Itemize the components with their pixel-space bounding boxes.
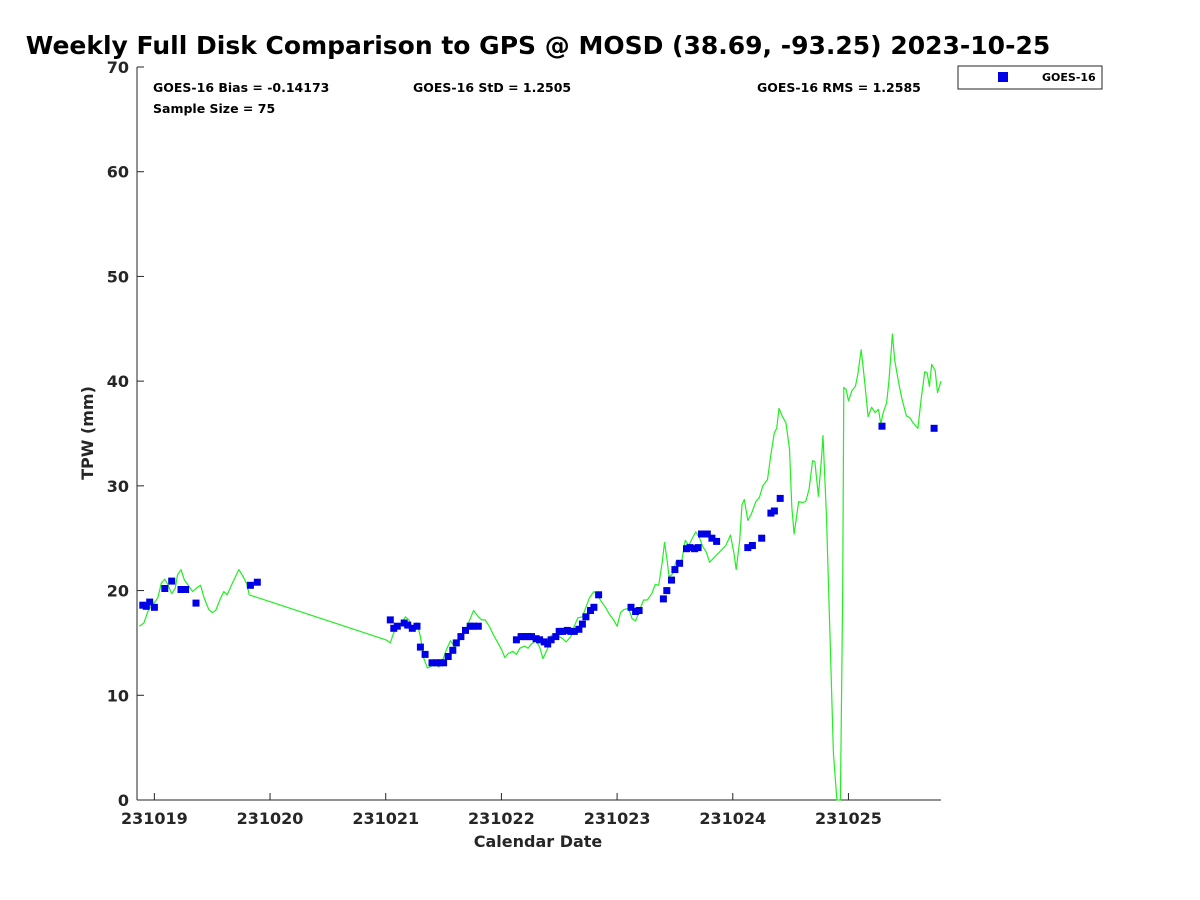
plot-area — [137, 67, 941, 800]
y-tick-label: 10 — [107, 686, 129, 705]
x-tick-label: 231020 — [237, 809, 304, 828]
x-axis-ticks: 231019 231020 231021 231022 231023 231024 2310… — [121, 793, 882, 828]
legend-marker-goes-16 — [998, 72, 1008, 82]
goes-16-point — [686, 544, 694, 552]
goes-16-point — [428, 659, 436, 667]
stat-std: GOES-16 StD = 1.2505 — [413, 80, 571, 95]
y-tick-label: 30 — [107, 477, 129, 496]
y-tick-label: 40 — [107, 372, 129, 391]
stat-bias: GOES-16 Bias = -0.14173 — [153, 80, 329, 95]
goes-16-point — [547, 636, 555, 644]
goes-16-point — [663, 587, 671, 595]
goes-16-point — [444, 653, 452, 660]
goes-16-point — [393, 622, 401, 630]
goes-16-point — [182, 586, 190, 593]
goes-16-point — [386, 616, 394, 624]
x-axis-label: Calendar Date — [474, 832, 603, 851]
goes-16-point — [474, 622, 482, 630]
goes-16-point — [421, 650, 429, 658]
legend-box — [957, 65, 1103, 90]
goes-16-point — [142, 602, 150, 610]
goes-16-point — [452, 639, 460, 647]
goes-16-point — [544, 640, 552, 648]
goes-16-point — [552, 633, 560, 641]
y-axis-ticks: 0 10 20 30 40 50 60 70 — [107, 58, 144, 810]
goes-16-point — [776, 494, 784, 502]
goes-16-point — [161, 585, 169, 592]
goes-16-point — [536, 636, 544, 644]
goes-16-point — [582, 613, 590, 621]
goes-16-point — [635, 607, 643, 614]
x-tick-label: 231021 — [352, 809, 419, 828]
goes-16-point — [246, 581, 254, 589]
goes-16-point — [659, 595, 667, 603]
goes-16-point — [512, 636, 520, 644]
goes-16-point — [744, 544, 752, 552]
goes-16-point — [528, 633, 535, 641]
goes-16-point — [192, 599, 200, 607]
goes-16-point — [878, 422, 886, 430]
stat-rms: GOES-16 RMS = 1.2585 — [757, 80, 921, 95]
goes-16-point — [570, 627, 578, 635]
goes-16-point — [404, 621, 412, 629]
goes-16-point — [575, 625, 583, 633]
goes-16-point — [770, 507, 778, 515]
goes-16-point — [150, 603, 158, 611]
y-tick-label: 20 — [107, 582, 129, 601]
goes-16-point — [440, 659, 448, 667]
goes-16-point — [559, 627, 567, 635]
y-tick-label: 60 — [107, 163, 129, 182]
legend: GOES-16 — [957, 65, 1103, 90]
goes-16-point — [713, 537, 721, 545]
x-tick-label: 231025 — [815, 809, 882, 828]
stat-sample-size: Sample Size = 75 — [153, 101, 275, 116]
goes-16-point — [671, 566, 679, 574]
gps-series — [138, 333, 942, 801]
goes-16-point — [408, 624, 416, 632]
goes-16-point — [590, 603, 598, 611]
goes-16-point — [627, 603, 635, 611]
y-tick-label: 50 — [107, 267, 129, 286]
goes-16-point — [708, 534, 716, 542]
y-axis-label: TPW (mm) — [78, 386, 97, 480]
legend-label-goes-16: GOES-16 — [1042, 71, 1096, 84]
goes-16-point — [748, 542, 756, 549]
gps-line — [138, 333, 942, 801]
goes-16-series — [139, 422, 938, 667]
goes-16-point — [449, 646, 457, 654]
goes-16-point — [177, 586, 185, 593]
goes-16-point — [758, 534, 766, 542]
x-tick-label: 231023 — [584, 809, 651, 828]
goes-16-point — [146, 598, 154, 606]
goes-16-point — [668, 576, 675, 584]
goes-16-point — [462, 626, 469, 634]
goes-16-point — [694, 544, 702, 552]
goes-16-point — [168, 577, 176, 585]
goes-16-point — [703, 530, 711, 538]
goes-16-point — [470, 622, 478, 630]
goes-16-point — [413, 622, 421, 630]
chart-title: Weekly Full Disk Comparison to GPS @ MOS… — [26, 31, 1050, 60]
goes-16-point — [578, 620, 586, 628]
goes-16-point — [416, 643, 424, 651]
x-tick-label: 231024 — [699, 809, 766, 828]
x-tick-label: 231022 — [468, 809, 535, 828]
goes-16-point — [457, 633, 465, 641]
y-tick-label: 70 — [107, 58, 129, 77]
goes-16-point — [676, 559, 684, 567]
goes-16-point — [595, 591, 603, 599]
goes-16-point — [930, 424, 938, 432]
y-tick-label: 0 — [118, 791, 129, 810]
goes-16-point — [698, 530, 705, 538]
goes-16-point — [253, 578, 261, 586]
x-tick-label: 231019 — [121, 809, 188, 828]
